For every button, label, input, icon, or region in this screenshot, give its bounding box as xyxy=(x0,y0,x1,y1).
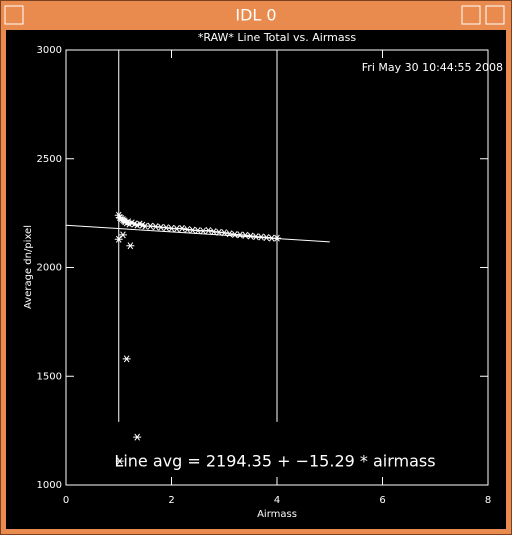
data-point xyxy=(183,225,192,233)
y-axis-label: Average dn/pixel xyxy=(23,225,34,309)
x-tick-label: 2 xyxy=(168,495,174,506)
data-point xyxy=(209,228,218,236)
data-point xyxy=(178,224,187,232)
data-point xyxy=(225,230,234,238)
y-tick-label: 1500 xyxy=(37,371,62,382)
maximize-button[interactable] xyxy=(485,5,505,25)
y-tick-label: 1000 xyxy=(37,480,62,491)
chart-title: *RAW* Line Total vs. Airmass xyxy=(198,31,356,44)
data-point xyxy=(122,355,131,363)
data-point xyxy=(118,231,127,239)
data-point xyxy=(114,235,123,243)
x-tick-label: 6 xyxy=(379,495,385,506)
x-axis-label: Airmass xyxy=(257,509,297,520)
window-title: IDL 0 xyxy=(235,6,276,25)
data-point xyxy=(262,233,271,241)
y-tick-label: 3000 xyxy=(37,45,62,56)
data-point xyxy=(241,231,250,239)
data-point xyxy=(220,229,229,237)
data-point xyxy=(162,224,171,232)
y-tick-label: 2000 xyxy=(37,263,62,274)
plot-window xyxy=(6,30,506,529)
data-point xyxy=(246,232,255,240)
date-stamp: Fri May 30 10:44:55 2008 xyxy=(362,61,503,74)
data-point xyxy=(151,223,160,231)
data-point xyxy=(115,457,124,465)
data-point xyxy=(204,227,213,235)
x-tick-label: 8 xyxy=(485,495,491,506)
x-tick-label: 0 xyxy=(63,495,69,506)
x-tick-label: 4 xyxy=(274,495,280,506)
y-tick-label: 2500 xyxy=(37,154,62,165)
data-point xyxy=(133,433,142,441)
data-point xyxy=(126,242,135,250)
data-point xyxy=(273,234,281,242)
menu-button[interactable] xyxy=(4,5,24,25)
fit-annotation: Line avg = 2194.35 + −15.29 * airmass xyxy=(114,452,435,471)
fit-line xyxy=(65,224,330,243)
minimize-button[interactable] xyxy=(461,5,481,25)
